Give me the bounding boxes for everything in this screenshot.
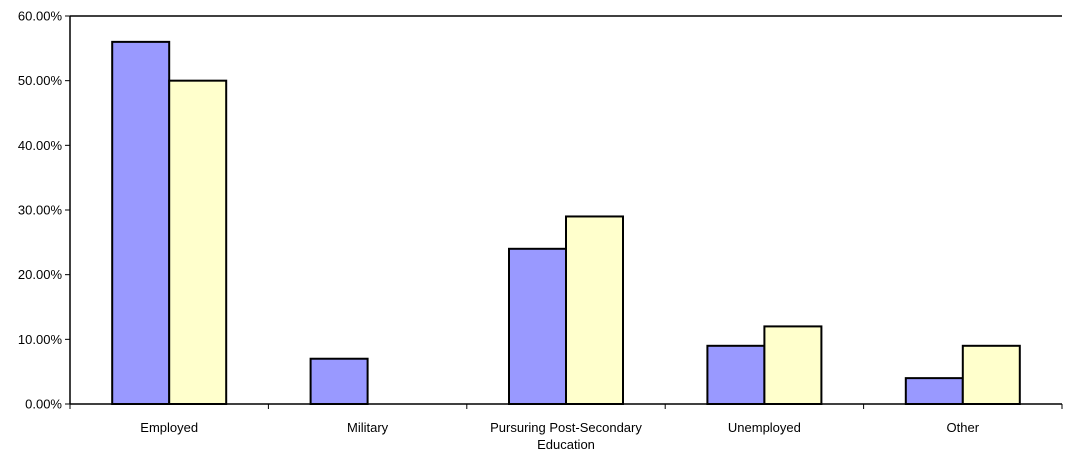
bar-series2-pursuring-post-secondary-education bbox=[565, 215, 624, 405]
y-axis-ticks: 0.00% 10.00% 20.00% 30.00% 40.00% 50.00% 60.00… bbox=[18, 9, 70, 412]
y-tick-label: 30.00% bbox=[18, 203, 63, 218]
bar-series1-pursuring-post-secondary-education bbox=[508, 247, 567, 405]
x-category-label: Education bbox=[537, 437, 595, 452]
x-category-label: Pursuring Post-Secondary bbox=[490, 420, 642, 435]
y-tick-label: 50.00% bbox=[18, 73, 63, 88]
bar-series1-employed bbox=[111, 40, 171, 405]
x-category-label: Employed bbox=[140, 420, 198, 435]
bar-series2-employed bbox=[168, 79, 228, 406]
bar-series1-military bbox=[309, 357, 369, 406]
x-category-label: Military bbox=[347, 420, 389, 435]
bar-series2-other bbox=[961, 344, 1021, 405]
y-tick-label: 20.00% bbox=[18, 267, 63, 282]
y-tick-label: 60.00% bbox=[18, 9, 63, 24]
y-tick-label: 40.00% bbox=[18, 138, 63, 153]
y-tick-label: 0.00% bbox=[25, 397, 62, 412]
x-category-label: Unemployed bbox=[728, 420, 801, 435]
x-category-label: Other bbox=[947, 420, 980, 435]
x-axis-labels: Employed Military Pursuring Post-Secondary… bbox=[69, 404, 1063, 452]
bar-series1-unemployed bbox=[706, 344, 766, 405]
bar-series2-unemployed bbox=[763, 325, 823, 405]
bar-series1-other bbox=[904, 377, 964, 405]
bars-layer bbox=[111, 40, 1021, 406]
y-tick-label: 10.00% bbox=[18, 332, 63, 347]
